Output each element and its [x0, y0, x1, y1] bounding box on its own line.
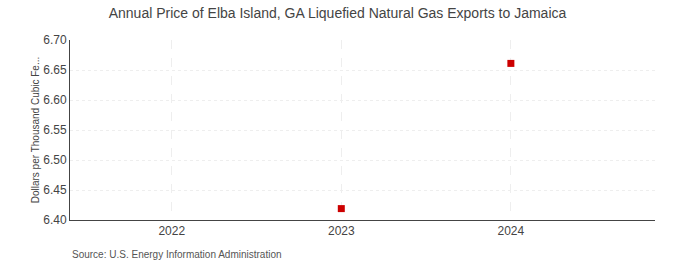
- svg-text:6.50: 6.50: [43, 153, 67, 167]
- svg-text:6.45: 6.45: [43, 183, 67, 197]
- svg-text:6.65: 6.65: [43, 63, 67, 77]
- svg-text:2024: 2024: [498, 224, 525, 238]
- svg-text:Annual Price of Elba Island, G: Annual Price of Elba Island, GA Liquefie…: [109, 5, 567, 21]
- svg-text:6.55: 6.55: [43, 123, 67, 137]
- svg-text:Dollars per Thousand Cubic Fe.: Dollars per Thousand Cubic Fe...: [30, 57, 41, 204]
- svg-text:6.40: 6.40: [43, 213, 67, 227]
- svg-text:6.70: 6.70: [43, 33, 67, 47]
- svg-text:2022: 2022: [158, 224, 185, 238]
- svg-text:2023: 2023: [328, 224, 355, 238]
- svg-text:Source: U.S. Energy Informatio: Source: U.S. Energy Information Administ…: [72, 249, 282, 260]
- svg-text:6.60: 6.60: [43, 93, 67, 107]
